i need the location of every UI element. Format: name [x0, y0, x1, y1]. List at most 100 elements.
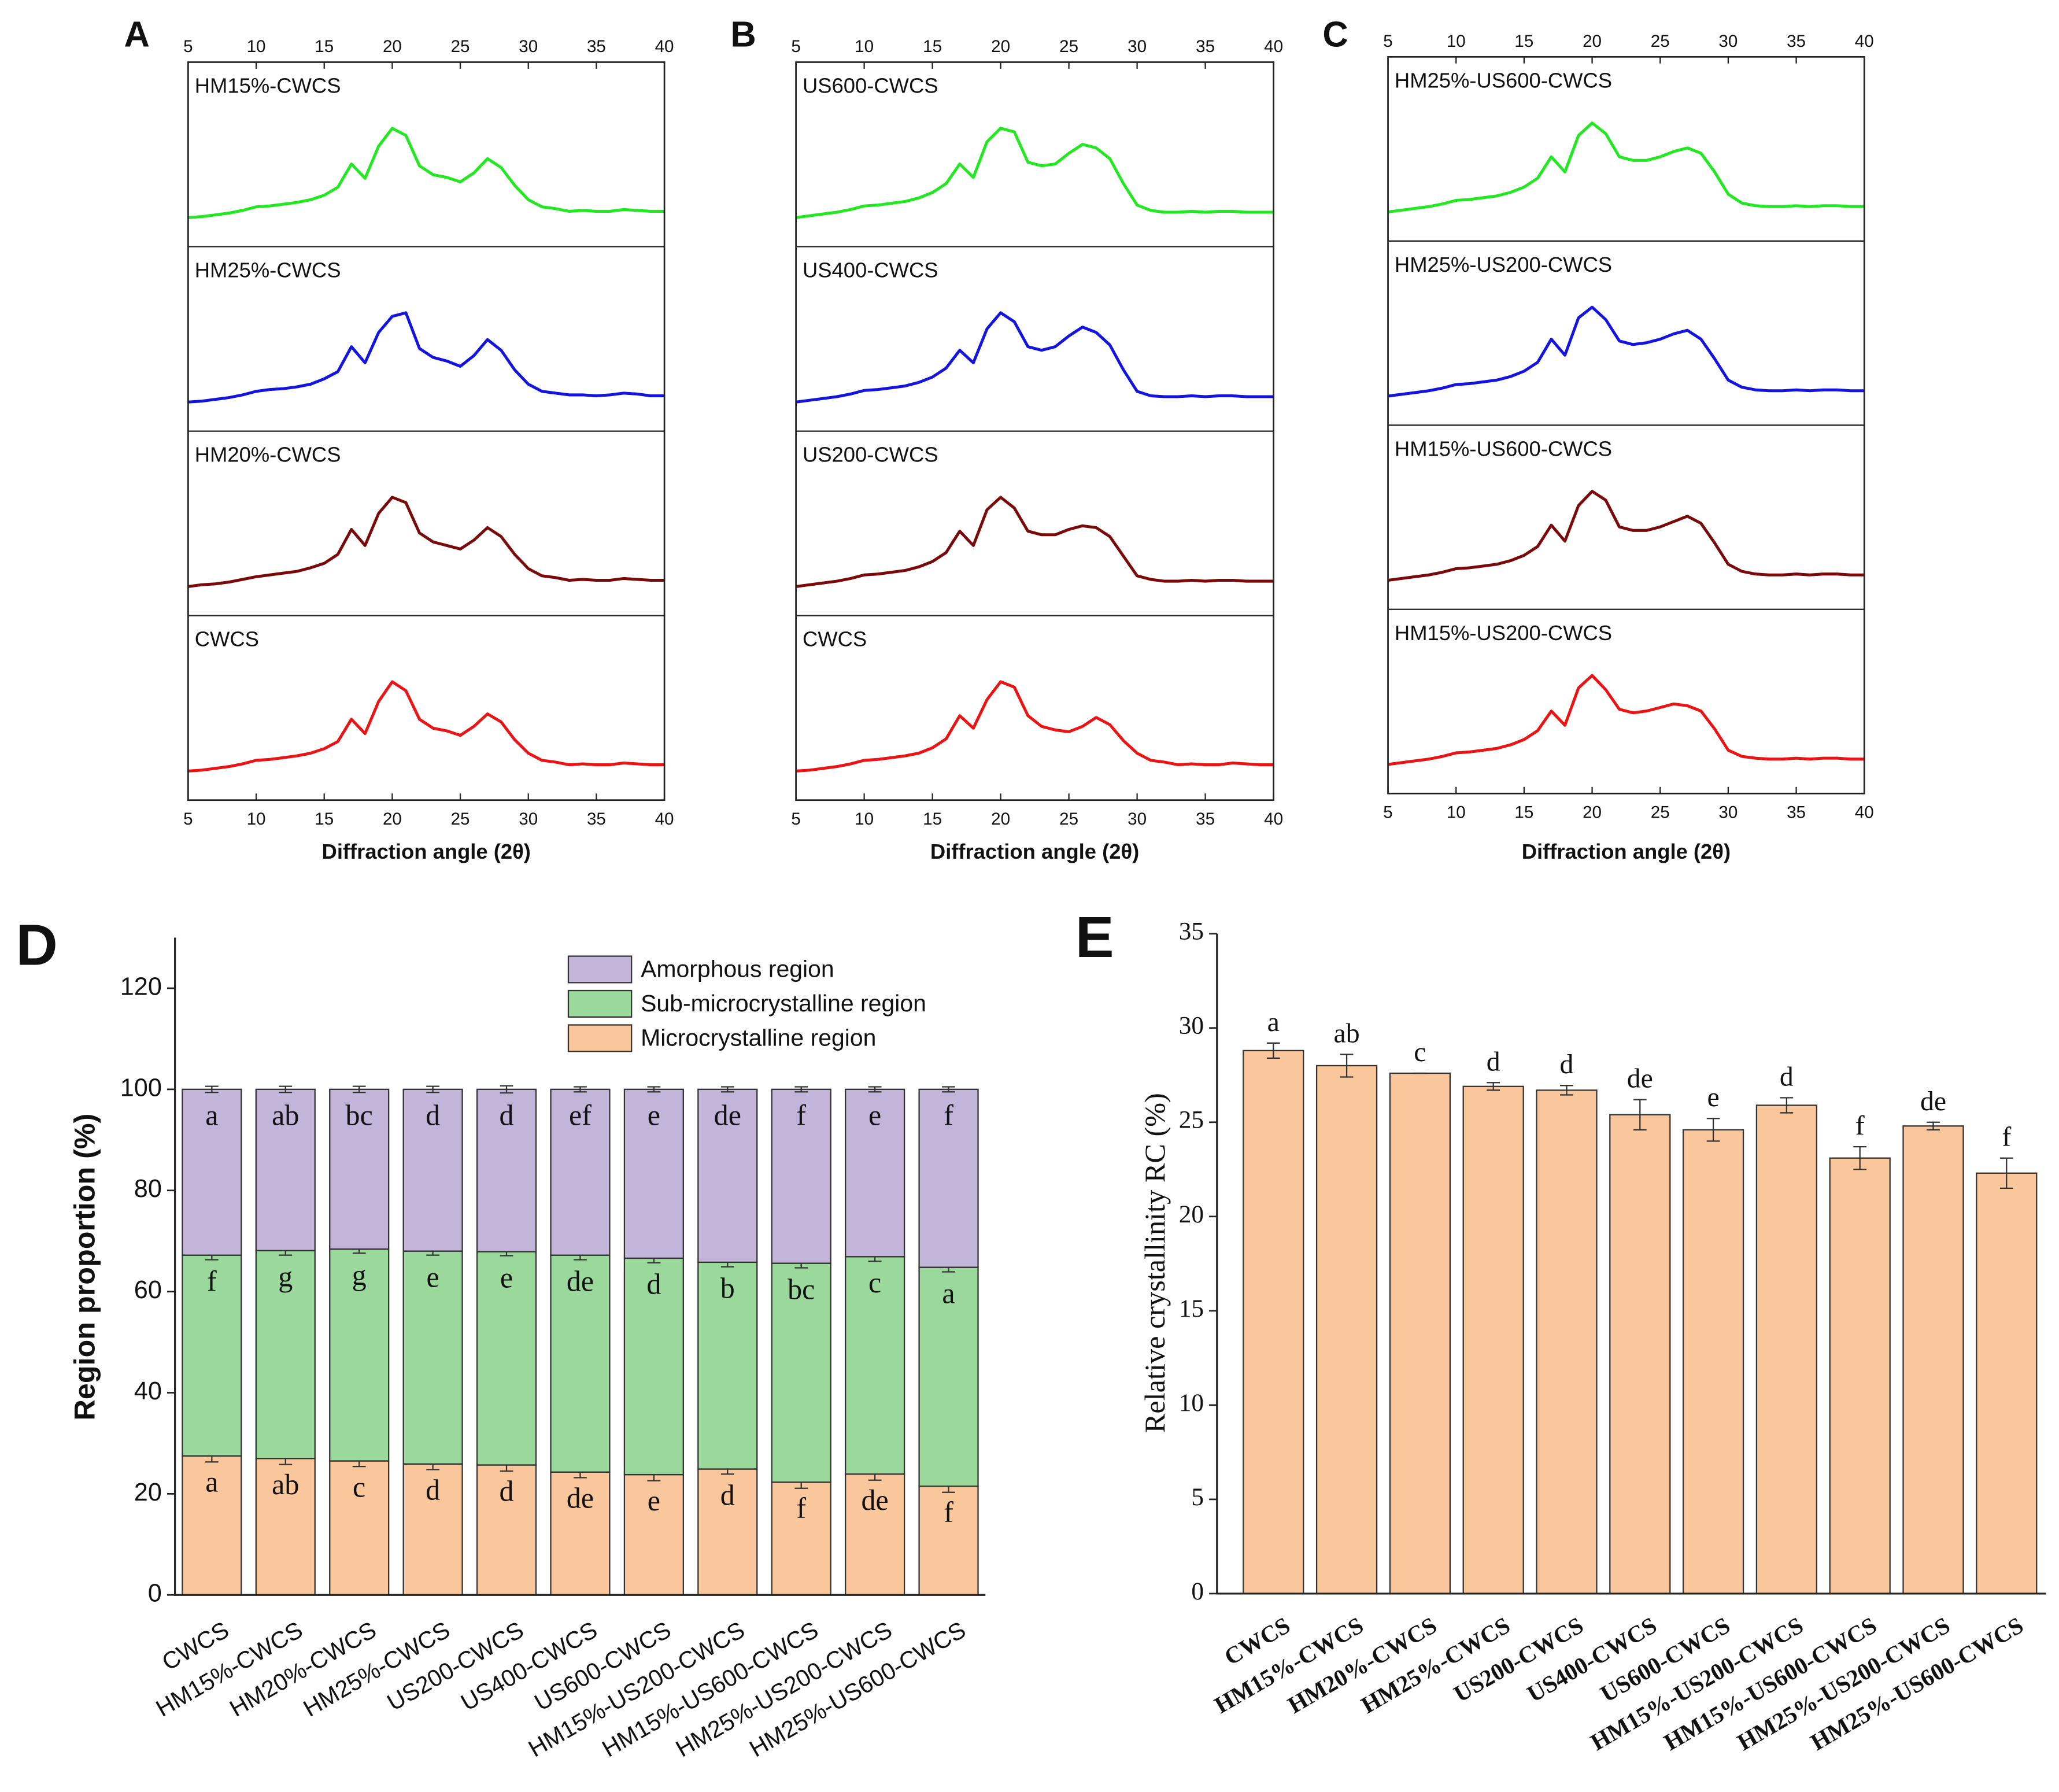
x-tick-label: 35	[1196, 810, 1215, 829]
x-tick-label: 40	[655, 810, 674, 829]
bar-segment	[697, 1468, 758, 1596]
legend-label: Microcrystalline region	[641, 1024, 876, 1051]
significance-letter: e	[648, 1484, 660, 1517]
bar	[1976, 1172, 2038, 1595]
bar	[1829, 1157, 1891, 1595]
xrd-line	[1388, 305, 1865, 398]
x-tick-label: 10	[247, 810, 266, 829]
significance-letter: a	[205, 1099, 218, 1132]
error-bar	[574, 1086, 587, 1093]
x-tick-label: 35	[587, 810, 606, 829]
xrd-line	[1388, 121, 1865, 214]
bar	[1755, 1104, 1818, 1595]
bar-segment	[623, 1257, 684, 1476]
bar	[1609, 1114, 1671, 1595]
bar-segment	[697, 1261, 758, 1470]
trace-label: HM15%-US200-CWCS	[1395, 621, 1612, 645]
bar-segment	[255, 1458, 316, 1596]
significance-letter: a	[1267, 1007, 1280, 1037]
panel-label: C	[1322, 14, 1348, 54]
x-tick-label: 20	[1583, 803, 1602, 822]
error-bar	[1340, 1054, 1354, 1078]
significance-letter: ab	[1334, 1018, 1360, 1048]
significance-letter: de	[1627, 1063, 1653, 1094]
error-bar	[1487, 1082, 1500, 1091]
x-tick-label-top: 30	[519, 37, 538, 56]
significance-letter: d	[500, 1099, 514, 1132]
bar-segment	[550, 1254, 611, 1473]
significance-letter: a	[942, 1277, 955, 1309]
significance-letter: e	[1707, 1082, 1719, 1113]
significance-letter: bc	[788, 1273, 815, 1305]
y-tick-label: 80	[134, 1175, 162, 1203]
bar-segment	[476, 1464, 537, 1596]
x-tick-label-top: 25	[1651, 32, 1670, 51]
y-tick-label: 35	[1179, 918, 1204, 945]
x-tick-label-top: 35	[1196, 37, 1215, 56]
bar-segment	[402, 1088, 463, 1252]
x-tick-label: 30	[1718, 803, 1738, 822]
x-tick-label: 5	[183, 810, 193, 829]
significance-letter: g	[278, 1261, 293, 1293]
x-tick-label-top: 15	[923, 37, 942, 56]
error-bar	[1853, 1146, 1867, 1170]
x-tick-label-top: 5	[183, 37, 193, 56]
significance-letter: d	[426, 1099, 440, 1132]
xrd-line	[796, 127, 1274, 219]
significance-letter: d	[426, 1474, 440, 1506]
significance-letter: d	[720, 1479, 735, 1511]
x-tick-label-top: 35	[1787, 32, 1806, 51]
xrd-line	[188, 127, 665, 219]
bar-segment	[329, 1248, 390, 1462]
panel-label: E	[1075, 905, 1114, 970]
x-axis-title: Diffraction angle (2θ)	[930, 840, 1139, 863]
significance-letter: g	[352, 1259, 367, 1291]
x-tick-label: 5	[791, 810, 800, 829]
error-bar	[352, 1085, 366, 1093]
bar-segment	[476, 1088, 537, 1252]
x-tick-label: 30	[519, 810, 538, 829]
y-tick-label: 15	[1179, 1295, 1204, 1322]
significance-letter: e	[648, 1099, 660, 1132]
x-axis-title: Diffraction angle (2θ)	[322, 840, 531, 863]
x-tick-label-top: 25	[451, 37, 470, 56]
error-bar	[1706, 1118, 1720, 1142]
trace-label: HM25%-CWCS	[195, 258, 341, 282]
legend-swatch	[567, 1024, 633, 1052]
error-bar	[794, 1086, 808, 1093]
x-tick-label-top: 30	[1128, 37, 1147, 56]
y-tick-label: 20	[134, 1479, 162, 1506]
significance-letter: c	[868, 1266, 881, 1299]
trace-label: US600-CWCS	[803, 74, 938, 98]
significance-letter: ab	[272, 1099, 299, 1132]
significance-letter: b	[720, 1272, 735, 1305]
x-tick-label: 40	[1855, 803, 1874, 822]
bar	[1682, 1129, 1744, 1595]
axes	[174, 937, 986, 1596]
y-tick-label: 60	[134, 1276, 162, 1304]
x-tick-label-top: 10	[247, 37, 266, 56]
y-tick-label: 30	[1179, 1012, 1204, 1040]
significance-letter: d	[646, 1268, 661, 1300]
error-bar	[868, 1086, 882, 1093]
bar-segment	[182, 1455, 242, 1596]
x-tick-label: 15	[315, 810, 334, 829]
x-tick-label-top: 10	[855, 37, 874, 56]
significance-letter: e	[868, 1099, 881, 1132]
significance-letter: d	[1780, 1061, 1794, 1092]
trace-label: US400-CWCS	[803, 258, 938, 282]
error-bar	[426, 1085, 439, 1093]
xrd-line	[796, 311, 1274, 404]
bar-segment	[550, 1471, 611, 1596]
significance-letter: de	[1920, 1086, 1946, 1117]
bar-segment	[918, 1088, 979, 1268]
x-tick-label: 20	[991, 810, 1010, 829]
significance-letter: f	[944, 1496, 953, 1528]
x-tick-label-top: 5	[791, 37, 800, 56]
x-tick-label-top: 15	[1514, 32, 1533, 51]
panel-label: B	[730, 14, 756, 54]
x-tick-label: 10	[1447, 803, 1466, 822]
trace-label: HM25%-US600-CWCS	[1395, 68, 1612, 92]
x-tick-label-top: 20	[991, 37, 1010, 56]
trace-label: US200-CWCS	[803, 443, 938, 467]
